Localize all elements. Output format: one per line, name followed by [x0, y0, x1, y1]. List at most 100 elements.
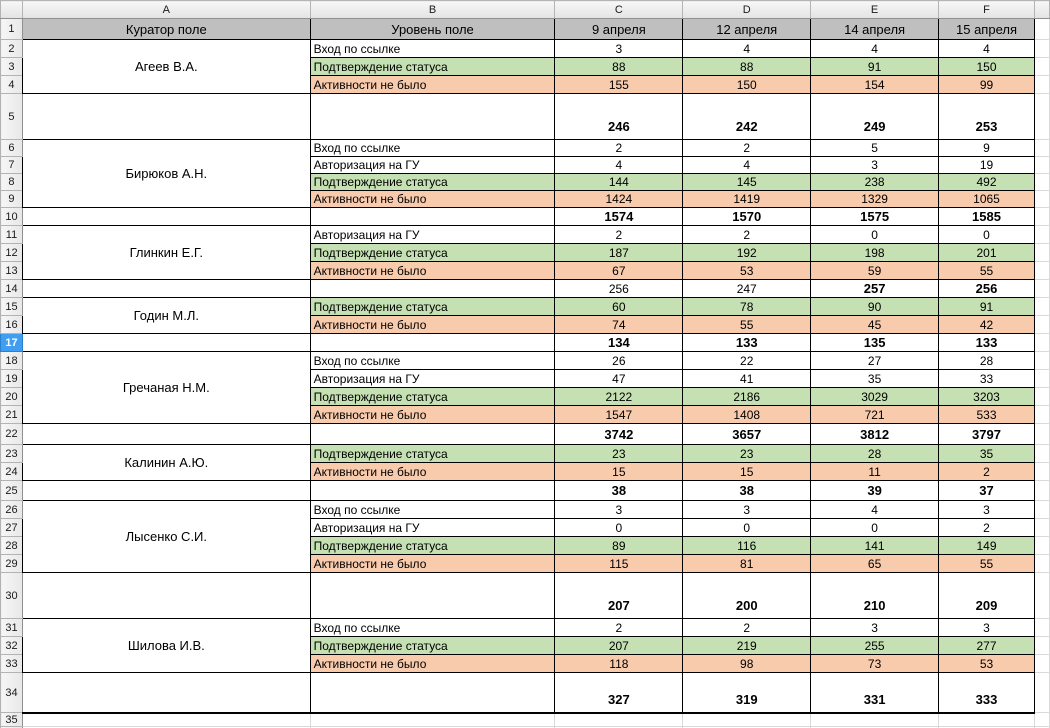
cell-C2[interactable]: 3 [554, 39, 684, 58]
cell-A34[interactable] [21, 672, 311, 714]
row-header-20[interactable]: 20 [0, 387, 23, 406]
cell-G16[interactable] [1033, 315, 1050, 334]
cell-F3[interactable]: 150 [938, 57, 1035, 76]
cell-D25[interactable]: 38 [682, 480, 812, 501]
row-header-25[interactable]: 25 [0, 480, 23, 501]
cell-C11[interactable]: 2 [554, 225, 684, 244]
cell-B21[interactable]: Активности не было [309, 405, 556, 424]
row-header-13[interactable]: 13 [0, 261, 23, 280]
cell-D13[interactable]: 53 [682, 261, 812, 280]
cell-C12[interactable]: 187 [554, 243, 684, 262]
cell-E31[interactable]: 3 [810, 618, 940, 637]
cell-B29[interactable]: Активности не было [309, 554, 556, 573]
cell-G12[interactable] [1033, 243, 1050, 262]
cell-F31[interactable]: 3 [938, 618, 1035, 637]
cell-A2[interactable]: Агеев В.А. [21, 39, 311, 94]
row-header-29[interactable]: 29 [0, 554, 23, 573]
cell-E5[interactable]: 249 [810, 93, 940, 140]
cell-A10[interactable] [21, 207, 311, 226]
cell-F2[interactable]: 4 [938, 39, 1035, 58]
cell-F13[interactable]: 55 [938, 261, 1035, 280]
cell-B28[interactable]: Подтверждение статуса [309, 536, 556, 555]
cell-B34[interactable] [309, 672, 556, 714]
cell-C24[interactable]: 15 [554, 462, 684, 481]
cell-F4[interactable]: 99 [938, 75, 1035, 94]
cell-E26[interactable]: 4 [810, 500, 940, 519]
row-header-12[interactable]: 12 [0, 243, 23, 262]
cell-D6[interactable]: 2 [682, 139, 812, 157]
row-header-6[interactable]: 6 [0, 139, 23, 157]
cell-F19[interactable]: 33 [938, 369, 1035, 388]
cell-D12[interactable]: 192 [682, 243, 812, 262]
cell-E19[interactable]: 35 [810, 369, 940, 388]
cell-G15[interactable] [1033, 297, 1050, 316]
cell-E22[interactable]: 3812 [810, 423, 940, 445]
cell-A30[interactable] [21, 572, 311, 619]
cell-G6[interactable] [1033, 139, 1050, 157]
row-header-1[interactable]: 1 [0, 18, 23, 40]
cell-F24[interactable]: 2 [938, 462, 1035, 481]
cell-F34[interactable]: 333 [938, 672, 1035, 714]
row-header-18[interactable]: 18 [0, 351, 23, 370]
cell-F12[interactable]: 201 [938, 243, 1035, 262]
cell-C21[interactable]: 1547 [554, 405, 684, 424]
cell-G28[interactable] [1033, 536, 1050, 555]
cell-C33[interactable]: 118 [554, 654, 684, 673]
cell-D24[interactable]: 15 [682, 462, 812, 481]
cell-C10[interactable]: 1574 [554, 207, 684, 226]
cell-F32[interactable]: 277 [938, 636, 1035, 655]
cell-G17[interactable] [1033, 333, 1050, 352]
cell-F16[interactable]: 42 [938, 315, 1035, 334]
row-header-26[interactable]: 26 [0, 500, 23, 519]
cell-G2[interactable] [1033, 39, 1050, 58]
row-header-31[interactable]: 31 [0, 618, 23, 637]
column-header-B[interactable]: B [309, 0, 556, 19]
cell-E8[interactable]: 238 [810, 173, 940, 191]
cell-D28[interactable]: 116 [682, 536, 812, 555]
column-header-A[interactable]: A [21, 0, 311, 19]
cell-C30[interactable]: 207 [554, 572, 684, 619]
column-header-G[interactable] [1033, 0, 1050, 19]
cell-C34[interactable]: 327 [554, 672, 684, 714]
cell-G29[interactable] [1033, 554, 1050, 573]
cell-D22[interactable]: 3657 [682, 423, 812, 445]
cell-G18[interactable] [1033, 351, 1050, 370]
cell-B22[interactable] [309, 423, 556, 445]
cell-A11[interactable]: Глинкин Е.Г. [21, 225, 311, 280]
cell-A31[interactable]: Шилова И.В. [21, 618, 311, 673]
cell-D27[interactable]: 0 [682, 518, 812, 537]
cell-G25[interactable] [1033, 480, 1050, 501]
cell-B23[interactable]: Подтверждение статуса [309, 444, 556, 463]
cell-G31[interactable] [1033, 618, 1050, 637]
cell-E32[interactable]: 255 [810, 636, 940, 655]
cell-C13[interactable]: 67 [554, 261, 684, 280]
cell-B8[interactable]: Подтверждение статуса [309, 173, 556, 191]
cell-F7[interactable]: 19 [938, 156, 1035, 174]
cell-C28[interactable]: 89 [554, 536, 684, 555]
cell-G8[interactable] [1033, 173, 1050, 191]
cell-G22[interactable] [1033, 423, 1050, 445]
row-header-34[interactable]: 34 [0, 672, 23, 713]
cell-C20[interactable]: 2122 [554, 387, 684, 406]
cell-F15[interactable]: 91 [938, 297, 1035, 316]
cell-F5[interactable]: 253 [938, 93, 1035, 140]
cell-B4[interactable]: Активности не было [309, 75, 556, 94]
cell-D23[interactable]: 23 [682, 444, 812, 463]
cell-F21[interactable]: 533 [938, 405, 1035, 424]
cell-G9[interactable] [1033, 190, 1050, 208]
cell-E23[interactable]: 28 [810, 444, 940, 463]
cell-C29[interactable]: 115 [554, 554, 684, 573]
row-header-24[interactable]: 24 [0, 462, 23, 481]
cell-F25[interactable]: 37 [938, 480, 1035, 501]
cell-C5[interactable]: 246 [554, 93, 684, 140]
cell-B7[interactable]: Авторизация на ГУ [309, 156, 556, 174]
cell-F14[interactable]: 256 [938, 279, 1035, 298]
cell-C8[interactable]: 144 [554, 173, 684, 191]
cell-E18[interactable]: 27 [810, 351, 940, 370]
cell-E6[interactable]: 5 [810, 139, 940, 157]
cell-F29[interactable]: 55 [938, 554, 1035, 573]
column-header-E[interactable]: E [810, 0, 940, 19]
row-header-5[interactable]: 5 [0, 93, 23, 140]
cell-E15[interactable]: 90 [810, 297, 940, 316]
row-header-4[interactable]: 4 [0, 75, 23, 94]
